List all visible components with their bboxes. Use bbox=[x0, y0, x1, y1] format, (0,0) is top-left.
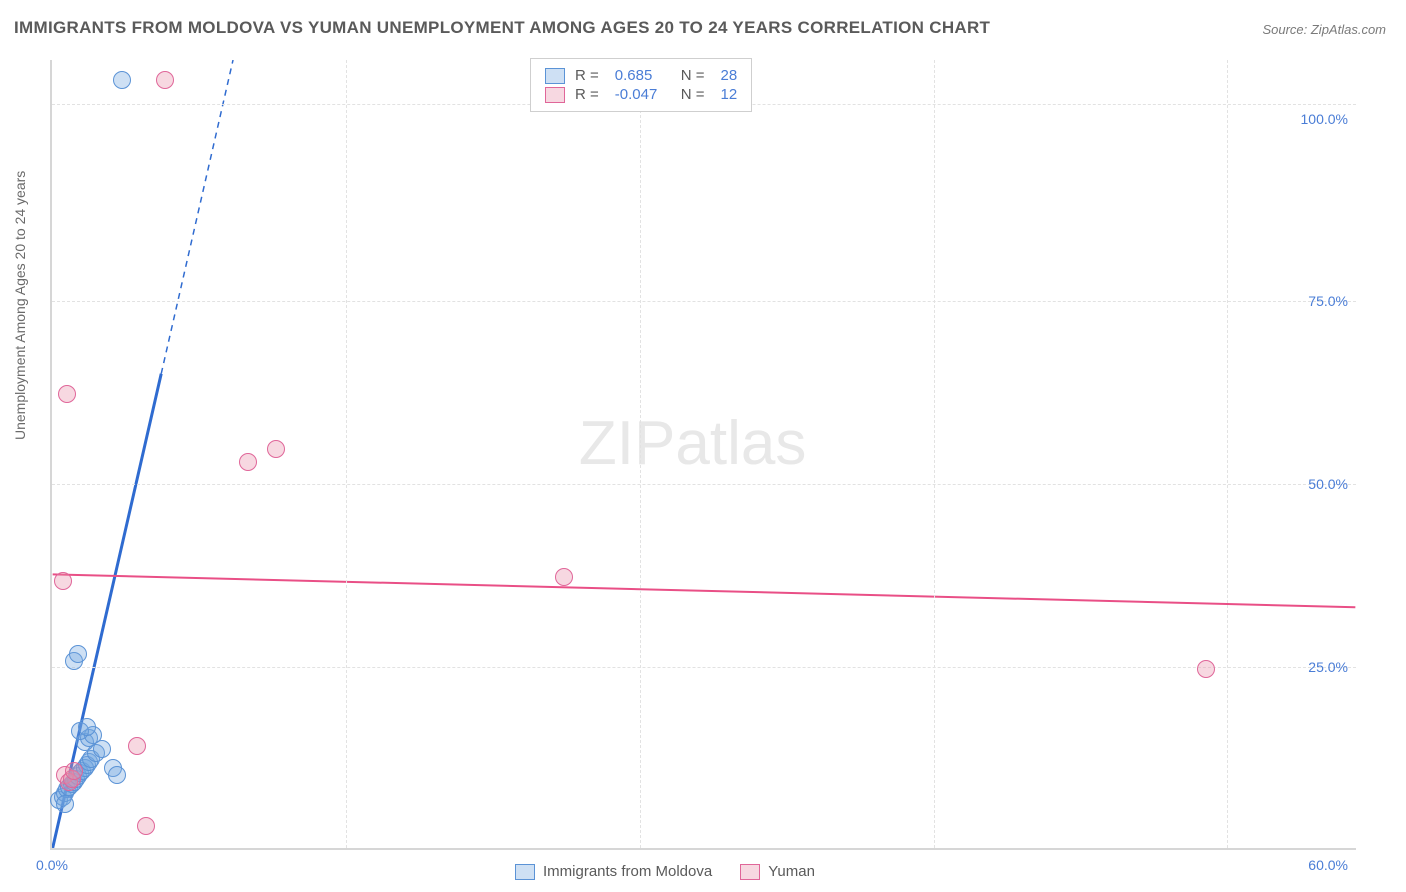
data-point-blue bbox=[113, 71, 131, 89]
y-tick-label: 50.0% bbox=[1308, 476, 1348, 492]
data-point-blue bbox=[93, 740, 111, 758]
legend-row-pink: R = -0.047 N = 12 bbox=[545, 86, 737, 103]
swatch-blue bbox=[515, 864, 535, 880]
legend-label-pink: Yuman bbox=[768, 863, 815, 880]
data-point-pink bbox=[54, 572, 72, 590]
data-point-pink bbox=[65, 762, 83, 780]
legend-row-blue: R = 0.685 N = 28 bbox=[545, 67, 737, 84]
gridline-v bbox=[1227, 60, 1228, 848]
n-value-pink: 12 bbox=[721, 86, 738, 103]
legend-label-blue: Immigrants from Moldova bbox=[543, 863, 712, 880]
data-point-pink bbox=[1197, 660, 1215, 678]
chart-title: IMMIGRANTS FROM MOLDOVA VS YUMAN UNEMPLO… bbox=[14, 18, 990, 38]
gridline-h bbox=[52, 484, 1356, 485]
data-point-blue bbox=[78, 718, 96, 736]
y-tick-label: 75.0% bbox=[1308, 293, 1348, 309]
data-point-blue bbox=[69, 645, 87, 663]
watermark-bold: ZIP bbox=[579, 409, 675, 478]
x-tick-label: 60.0% bbox=[1308, 857, 1348, 873]
swatch-blue bbox=[545, 68, 565, 84]
legend-series: Immigrants from Moldova Yuman bbox=[515, 863, 815, 880]
source-label: Source: ZipAtlas.com bbox=[1262, 22, 1386, 37]
y-axis-label: Unemployment Among Ages 20 to 24 years bbox=[12, 171, 28, 440]
y-tick-label: 100.0% bbox=[1301, 111, 1348, 127]
data-point-pink bbox=[58, 385, 76, 403]
r-label: R = bbox=[575, 67, 599, 84]
gridline-v bbox=[640, 60, 641, 848]
r-value-blue: 0.685 bbox=[615, 67, 671, 84]
data-point-pink bbox=[137, 817, 155, 835]
data-point-pink bbox=[128, 737, 146, 755]
swatch-pink bbox=[740, 864, 760, 880]
r-value-pink: -0.047 bbox=[615, 86, 671, 103]
gridline-v bbox=[346, 60, 347, 848]
data-point-blue bbox=[56, 795, 74, 813]
data-point-pink bbox=[555, 568, 573, 586]
plot-area: ZIPatlas 25.0%50.0%75.0%100.0%0.0%60.0% bbox=[50, 60, 1356, 850]
n-label: N = bbox=[681, 86, 705, 103]
watermark: ZIPatlas bbox=[579, 408, 806, 479]
gridline-v bbox=[934, 60, 935, 848]
n-value-blue: 28 bbox=[721, 67, 738, 84]
watermark-light: atlas bbox=[675, 409, 806, 478]
legend-item-blue: Immigrants from Moldova bbox=[515, 863, 712, 880]
gridline-h bbox=[52, 667, 1356, 668]
n-label: N = bbox=[681, 67, 705, 84]
data-point-pink bbox=[239, 453, 257, 471]
data-point-pink bbox=[156, 71, 174, 89]
x-tick-label: 0.0% bbox=[36, 857, 68, 873]
y-tick-label: 25.0% bbox=[1308, 659, 1348, 675]
data-point-blue bbox=[108, 766, 126, 784]
legend-stats: R = 0.685 N = 28 R = -0.047 N = 12 bbox=[530, 58, 752, 112]
swatch-pink bbox=[545, 87, 565, 103]
legend-item-pink: Yuman bbox=[740, 863, 815, 880]
r-label: R = bbox=[575, 86, 599, 103]
gridline-h bbox=[52, 301, 1356, 302]
data-point-pink bbox=[267, 440, 285, 458]
